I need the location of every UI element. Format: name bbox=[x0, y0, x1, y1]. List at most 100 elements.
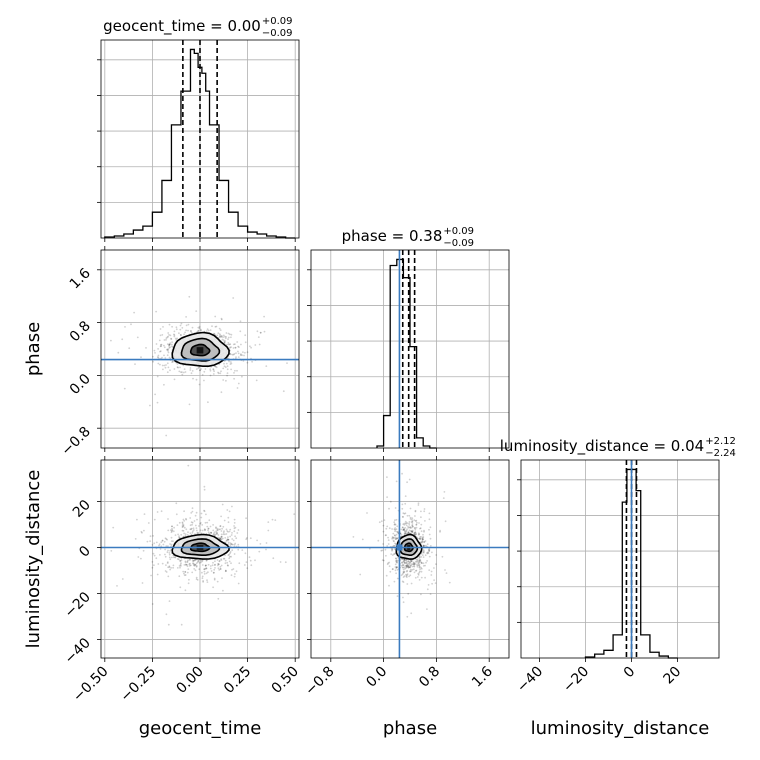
scatter-point bbox=[178, 535, 180, 538]
scatter-point bbox=[182, 525, 184, 528]
scatter-point bbox=[394, 523, 397, 526]
scatter-point bbox=[395, 557, 397, 560]
scatter-point bbox=[395, 559, 398, 561]
scatter-point bbox=[422, 544, 425, 547]
scatter-point bbox=[207, 529, 209, 532]
scatter-point bbox=[224, 366, 227, 369]
title-minus: −0.09 bbox=[262, 28, 293, 39]
scatter-point bbox=[259, 543, 262, 545]
scatter-point bbox=[413, 519, 416, 522]
scatter-point bbox=[222, 537, 224, 540]
scatter-point bbox=[423, 529, 425, 532]
scatter-point bbox=[223, 362, 225, 365]
scatter-point bbox=[149, 540, 152, 542]
scatter-point bbox=[403, 529, 406, 532]
scatter-point bbox=[416, 521, 418, 524]
scatter-point bbox=[174, 534, 177, 536]
scatter-point bbox=[214, 365, 217, 367]
scatter-point bbox=[192, 562, 194, 565]
scatter-point bbox=[159, 350, 162, 352]
scatter-point bbox=[228, 530, 231, 533]
scatter-point bbox=[406, 573, 409, 575]
density bbox=[101, 464, 299, 626]
scatter-point bbox=[413, 532, 416, 535]
scatter-point bbox=[255, 379, 258, 382]
scatter-point bbox=[192, 529, 195, 531]
scatter-point bbox=[220, 334, 223, 337]
scatter-point bbox=[241, 354, 243, 357]
scatter-point bbox=[411, 563, 414, 565]
scatter-point bbox=[167, 350, 169, 352]
scatter-point bbox=[216, 528, 219, 531]
scatter-point bbox=[179, 366, 181, 369]
scatter-point bbox=[183, 532, 186, 535]
scatter-point bbox=[216, 529, 219, 532]
scatter-point bbox=[415, 533, 417, 536]
scatter-point bbox=[224, 541, 227, 544]
scatter-point bbox=[152, 360, 155, 363]
scatter-point bbox=[418, 560, 421, 563]
scatter-point bbox=[232, 539, 235, 542]
scatter-point bbox=[396, 561, 398, 564]
scatter-point bbox=[214, 533, 216, 536]
scatter-point bbox=[189, 367, 192, 369]
scatter-point bbox=[405, 559, 407, 562]
x-tick-label: 0 bbox=[621, 664, 639, 682]
scatter-point bbox=[225, 379, 227, 382]
scatter-point bbox=[218, 335, 221, 338]
scatter-point bbox=[227, 338, 229, 341]
scatter-point bbox=[232, 568, 235, 570]
histogram-luminosity_distance bbox=[584, 468, 678, 659]
scatter-point bbox=[186, 561, 189, 564]
title-plus: +0.09 bbox=[262, 16, 293, 27]
y-axis-label-phase: phase bbox=[23, 322, 44, 376]
scatter-point bbox=[220, 538, 223, 541]
scatter-point bbox=[429, 545, 432, 547]
scatter-point bbox=[227, 554, 230, 557]
scatter-point bbox=[428, 555, 431, 558]
scatter-point bbox=[193, 559, 196, 562]
scatter-point bbox=[171, 361, 174, 363]
scatter-point bbox=[401, 580, 404, 583]
scatter-point bbox=[416, 564, 418, 566]
scatter-point bbox=[169, 346, 172, 349]
scatter-point bbox=[198, 327, 201, 330]
scatter-point bbox=[237, 382, 240, 385]
scatter-point bbox=[168, 565, 171, 568]
scatter-point bbox=[423, 550, 425, 553]
scatter-point bbox=[197, 532, 200, 534]
scatter-point bbox=[128, 347, 131, 350]
scatter-point bbox=[234, 542, 237, 545]
scatter-point bbox=[403, 527, 406, 530]
title-main: luminosity_distance = 0.04 bbox=[500, 437, 704, 456]
scatter-point bbox=[151, 603, 154, 605]
scatter-point bbox=[406, 566, 409, 568]
scatter-point bbox=[263, 330, 266, 333]
scatter-point bbox=[433, 567, 435, 569]
scatter-point bbox=[183, 574, 186, 577]
scatter-point bbox=[216, 532, 219, 534]
scatter-point bbox=[160, 510, 163, 513]
scatter-point bbox=[225, 362, 228, 365]
scatter-point bbox=[182, 530, 185, 532]
scatter-point bbox=[189, 528, 192, 531]
title-main: geocent_time = 0.00 bbox=[103, 17, 261, 36]
scatter-point bbox=[190, 512, 193, 514]
scatter-point bbox=[394, 530, 396, 533]
scatter-point bbox=[417, 532, 420, 535]
scatter-point bbox=[393, 521, 396, 524]
scatter-point bbox=[427, 552, 430, 554]
x-axis-label-geocent_time: geocent_time bbox=[139, 718, 262, 739]
scatter-point bbox=[444, 569, 446, 571]
scatter-point bbox=[222, 533, 225, 536]
scatter-point bbox=[220, 335, 223, 338]
scatter-point bbox=[416, 565, 419, 568]
scatter-point bbox=[153, 349, 156, 352]
scatter-point bbox=[157, 356, 160, 359]
scatter-point bbox=[406, 532, 409, 535]
scatter-point bbox=[393, 545, 395, 547]
scatter-point bbox=[152, 552, 155, 555]
scatter-point bbox=[172, 360, 174, 363]
scatter-point bbox=[226, 365, 229, 368]
scatter-point bbox=[407, 560, 410, 563]
